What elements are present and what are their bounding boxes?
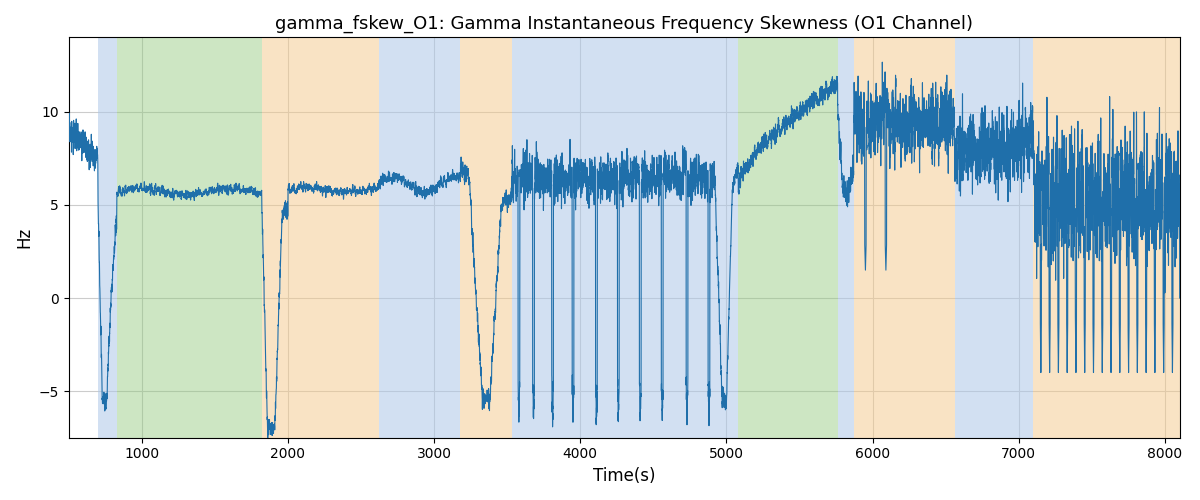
Bar [378, 38, 461, 438]
Bar [511, 38, 715, 438]
Bar [738, 38, 838, 438]
Bar [715, 38, 738, 438]
Bar [838, 38, 853, 438]
Bar [262, 38, 378, 438]
X-axis label: Time(s): Time(s) [593, 467, 655, 485]
Bar [1033, 38, 1180, 438]
Bar [978, 38, 1033, 438]
Title: gamma_fskew_O1: Gamma Instantaneous Frequency Skewness (O1 Channel): gamma_fskew_O1: Gamma Instantaneous Freq… [275, 15, 973, 34]
Bar [853, 38, 954, 438]
Bar [461, 38, 511, 438]
Bar [954, 38, 978, 438]
Bar [98, 38, 116, 438]
Y-axis label: Hz: Hz [16, 227, 34, 248]
Bar [116, 38, 262, 438]
